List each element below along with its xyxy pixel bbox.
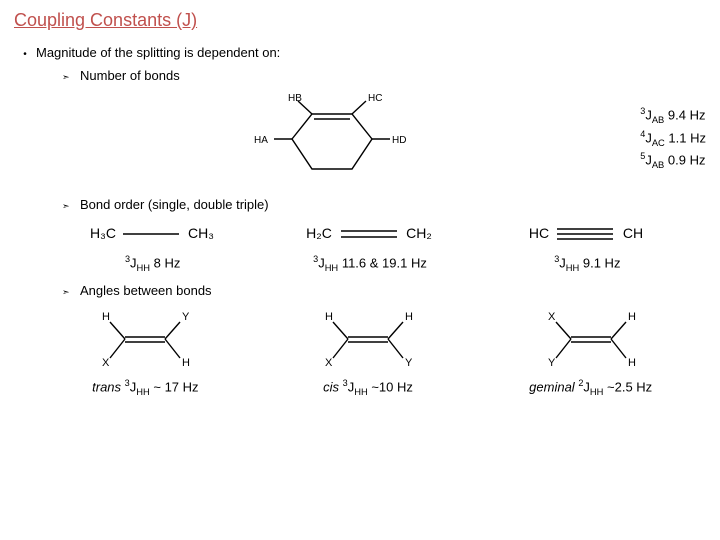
- svg-text:Y: Y: [182, 311, 190, 323]
- intro-text: Magnitude of the splitting is dependent …: [36, 45, 280, 60]
- page-title: Coupling Constants (J): [14, 10, 706, 31]
- svg-text:X: X: [548, 311, 556, 323]
- arrow-icon: ➣: [62, 201, 80, 212]
- sub3-text: Angles between bonds: [80, 283, 212, 298]
- cis-alkene-icon: H H X Y: [293, 304, 443, 374]
- sub2-text: Bond order (single, double triple): [80, 197, 269, 212]
- svg-text:H: H: [628, 357, 636, 369]
- sub1-text: Number of bonds: [80, 68, 180, 83]
- svg-text:H: H: [405, 311, 413, 323]
- intro-row: • Magnitude of the splitting is dependen…: [14, 45, 706, 60]
- sub3-row: ➣ Angles between bonds: [62, 283, 706, 298]
- ring-j-values: 3JAB 9.4 Hz 4JAC 1.1 Hz 5JAB 0.9 Hz: [640, 105, 706, 172]
- svg-text:Y: Y: [405, 357, 413, 369]
- svg-text:H₂C: H₂C: [306, 225, 332, 241]
- svg-text:CH₂: CH₂: [406, 225, 432, 241]
- angles-row: H Y X H trans 3JHH ~ 17 Hz H H X Y cis 3…: [34, 304, 702, 397]
- sub2-row: ➣ Bond order (single, double triple): [62, 197, 706, 212]
- svg-text:H: H: [325, 311, 333, 323]
- svg-text:H: H: [102, 311, 110, 323]
- bullet-icon: •: [14, 49, 36, 60]
- ring-section: HB HC HA HD 3JAB 9.4 Hz 4JAC 1.1 Hz 5JAB…: [74, 89, 706, 189]
- svg-text:CH₃: CH₃: [188, 225, 214, 241]
- single-bond: H₃C CH₃ 3JHH 8 Hz: [44, 218, 261, 273]
- svg-text:X: X: [325, 357, 333, 369]
- geminal-alkene: X H Y H geminal 2JHH ~2.5 Hz: [479, 304, 702, 397]
- svg-text:H₃C: H₃C: [90, 225, 116, 241]
- svg-text:X: X: [102, 357, 110, 369]
- triple-bond: HC CH 3JHH 9.1 Hz: [479, 218, 696, 273]
- trans-alkene: H Y X H trans 3JHH ~ 17 Hz: [34, 304, 257, 397]
- ring-diagram: HB HC HA HD: [252, 89, 412, 189]
- single-bond-icon: H₃C CH₃: [83, 218, 223, 250]
- double-bond: H₂C CH₂ 3JHH 11.6 & 19.1 Hz: [261, 218, 478, 273]
- double-bond-icon: H₂C CH₂: [295, 218, 445, 250]
- svg-text:CH: CH: [623, 225, 643, 241]
- bond-order-row: H₃C CH₃ 3JHH 8 Hz H₂C CH₂ 3JHH 11.6 & 19…: [44, 218, 696, 273]
- svg-text:HC: HC: [529, 225, 549, 241]
- svg-text:HB: HB: [288, 93, 302, 104]
- svg-text:HD: HD: [392, 135, 406, 146]
- arrow-icon: ➣: [62, 72, 80, 83]
- sub1-row: ➣ Number of bonds: [62, 68, 706, 83]
- triple-bond-icon: HC CH: [517, 218, 657, 250]
- trans-alkene-icon: H Y X H: [70, 304, 220, 374]
- svg-text:Y: Y: [548, 357, 556, 369]
- svg-text:HA: HA: [254, 135, 268, 146]
- svg-text:H: H: [628, 311, 636, 323]
- cis-alkene: H H X Y cis 3JHH ~10 Hz: [257, 304, 480, 397]
- arrow-icon: ➣: [62, 287, 80, 298]
- svg-text:HC: HC: [368, 93, 382, 104]
- svg-text:H: H: [182, 357, 190, 369]
- geminal-alkene-icon: X H Y H: [516, 304, 666, 374]
